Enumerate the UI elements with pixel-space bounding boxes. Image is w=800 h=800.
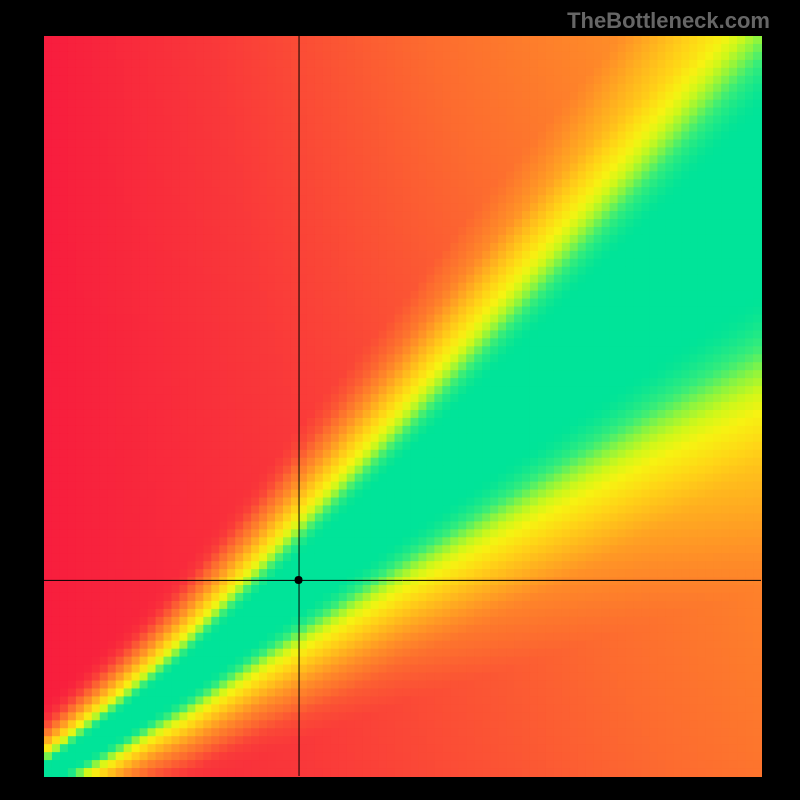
watermark-text: TheBottleneck.com xyxy=(567,8,770,34)
bottleneck-heatmap xyxy=(0,0,800,800)
